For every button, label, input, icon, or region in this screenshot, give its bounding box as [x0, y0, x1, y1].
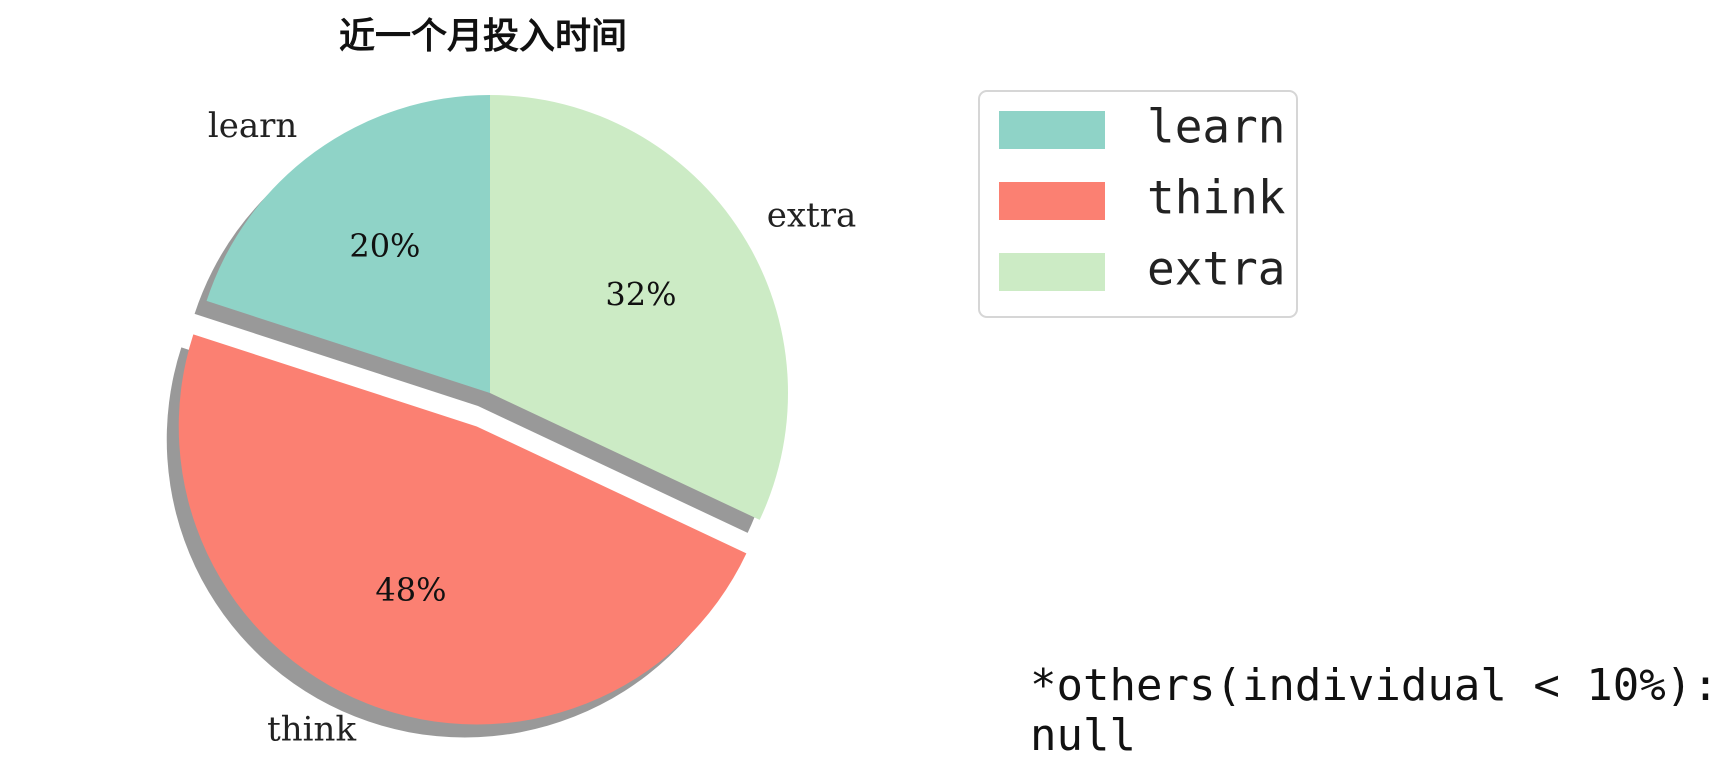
pie-slices — [178, 94, 789, 725]
slice-extra — [490, 94, 789, 520]
slice-learn — [206, 95, 491, 393]
legend-label-extra: extra — [1147, 242, 1285, 296]
footnote-line-2: null — [1030, 710, 1136, 761]
pie-labels: learn 20% think 48% extra 32% — [208, 106, 856, 749]
slice-percent-learn: 20% — [349, 227, 420, 265]
slice-label-extra: extra — [767, 195, 856, 235]
slice-label-learn: learn — [208, 106, 297, 146]
slice-label-think: think — [267, 709, 356, 749]
legend-swatch-learn — [999, 111, 1105, 149]
slice-percent-extra: 32% — [605, 276, 676, 314]
legend-items: learn think extra — [999, 100, 1285, 296]
legend-label-think: think — [1147, 171, 1285, 225]
legend-swatch-extra — [999, 253, 1105, 291]
footnote: *others(individual < 10%): null — [1030, 660, 1714, 761]
legend-label-learn: learn — [1147, 100, 1285, 154]
legend: learn think extra — [978, 90, 1298, 318]
footnote-line-1: *others(individual < 10%): — [1030, 660, 1714, 711]
legend-swatch-think — [999, 182, 1105, 220]
slice-percent-think: 48% — [375, 571, 446, 609]
chart-title: 近一个月投入时间 — [339, 15, 627, 57]
slice-think — [178, 334, 747, 725]
